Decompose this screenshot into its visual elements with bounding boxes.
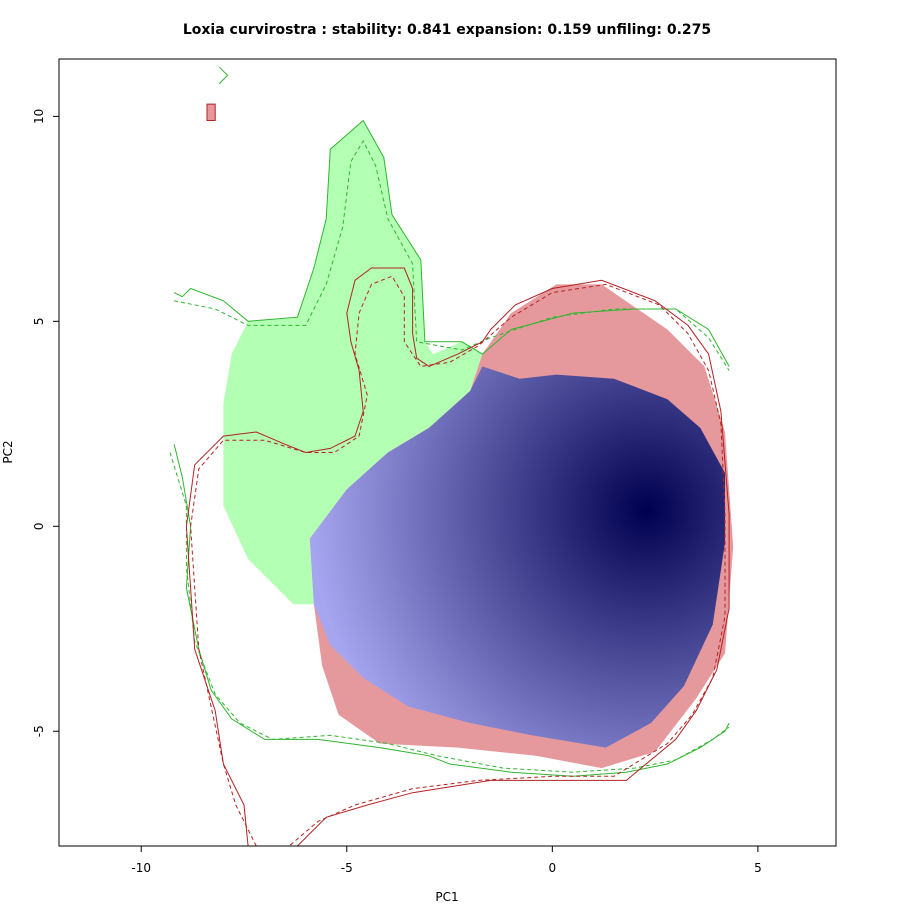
unfilling-patch xyxy=(206,103,216,121)
x-axis-label: PC1 xyxy=(435,890,458,904)
native-contour-line xyxy=(173,444,730,777)
y-axis-label: PC2 xyxy=(1,440,15,463)
regions-layer xyxy=(206,103,734,769)
y-tick-label: 10 xyxy=(32,109,46,124)
chart-title: Loxia curvirostra : stability: 0.841 exp… xyxy=(183,22,711,38)
expansion-region xyxy=(223,120,483,605)
y-tick-label: 5 xyxy=(32,318,46,326)
stability-region xyxy=(309,366,725,748)
native-contour-line xyxy=(173,119,730,367)
x-tick-label: 5 xyxy=(754,861,762,875)
native-contour-dashed-line xyxy=(169,452,730,773)
plot-area xyxy=(169,66,734,846)
y-tick-label: 0 xyxy=(32,522,46,530)
invaded-contour-line xyxy=(185,267,730,846)
y-tick-label: -5 xyxy=(32,725,46,737)
y-axis: -5 0 5 10 xyxy=(32,109,59,737)
x-axis: -10 -5 0 5 xyxy=(131,846,762,875)
plot-frame xyxy=(58,58,837,847)
native-contour-line xyxy=(218,66,229,84)
native-contour-dashed-line xyxy=(174,139,730,371)
x-tick-label: -5 xyxy=(341,861,353,875)
x-tick-label: -10 xyxy=(131,861,151,875)
contours-layer xyxy=(169,66,730,846)
x-tick-label: 0 xyxy=(549,861,557,875)
